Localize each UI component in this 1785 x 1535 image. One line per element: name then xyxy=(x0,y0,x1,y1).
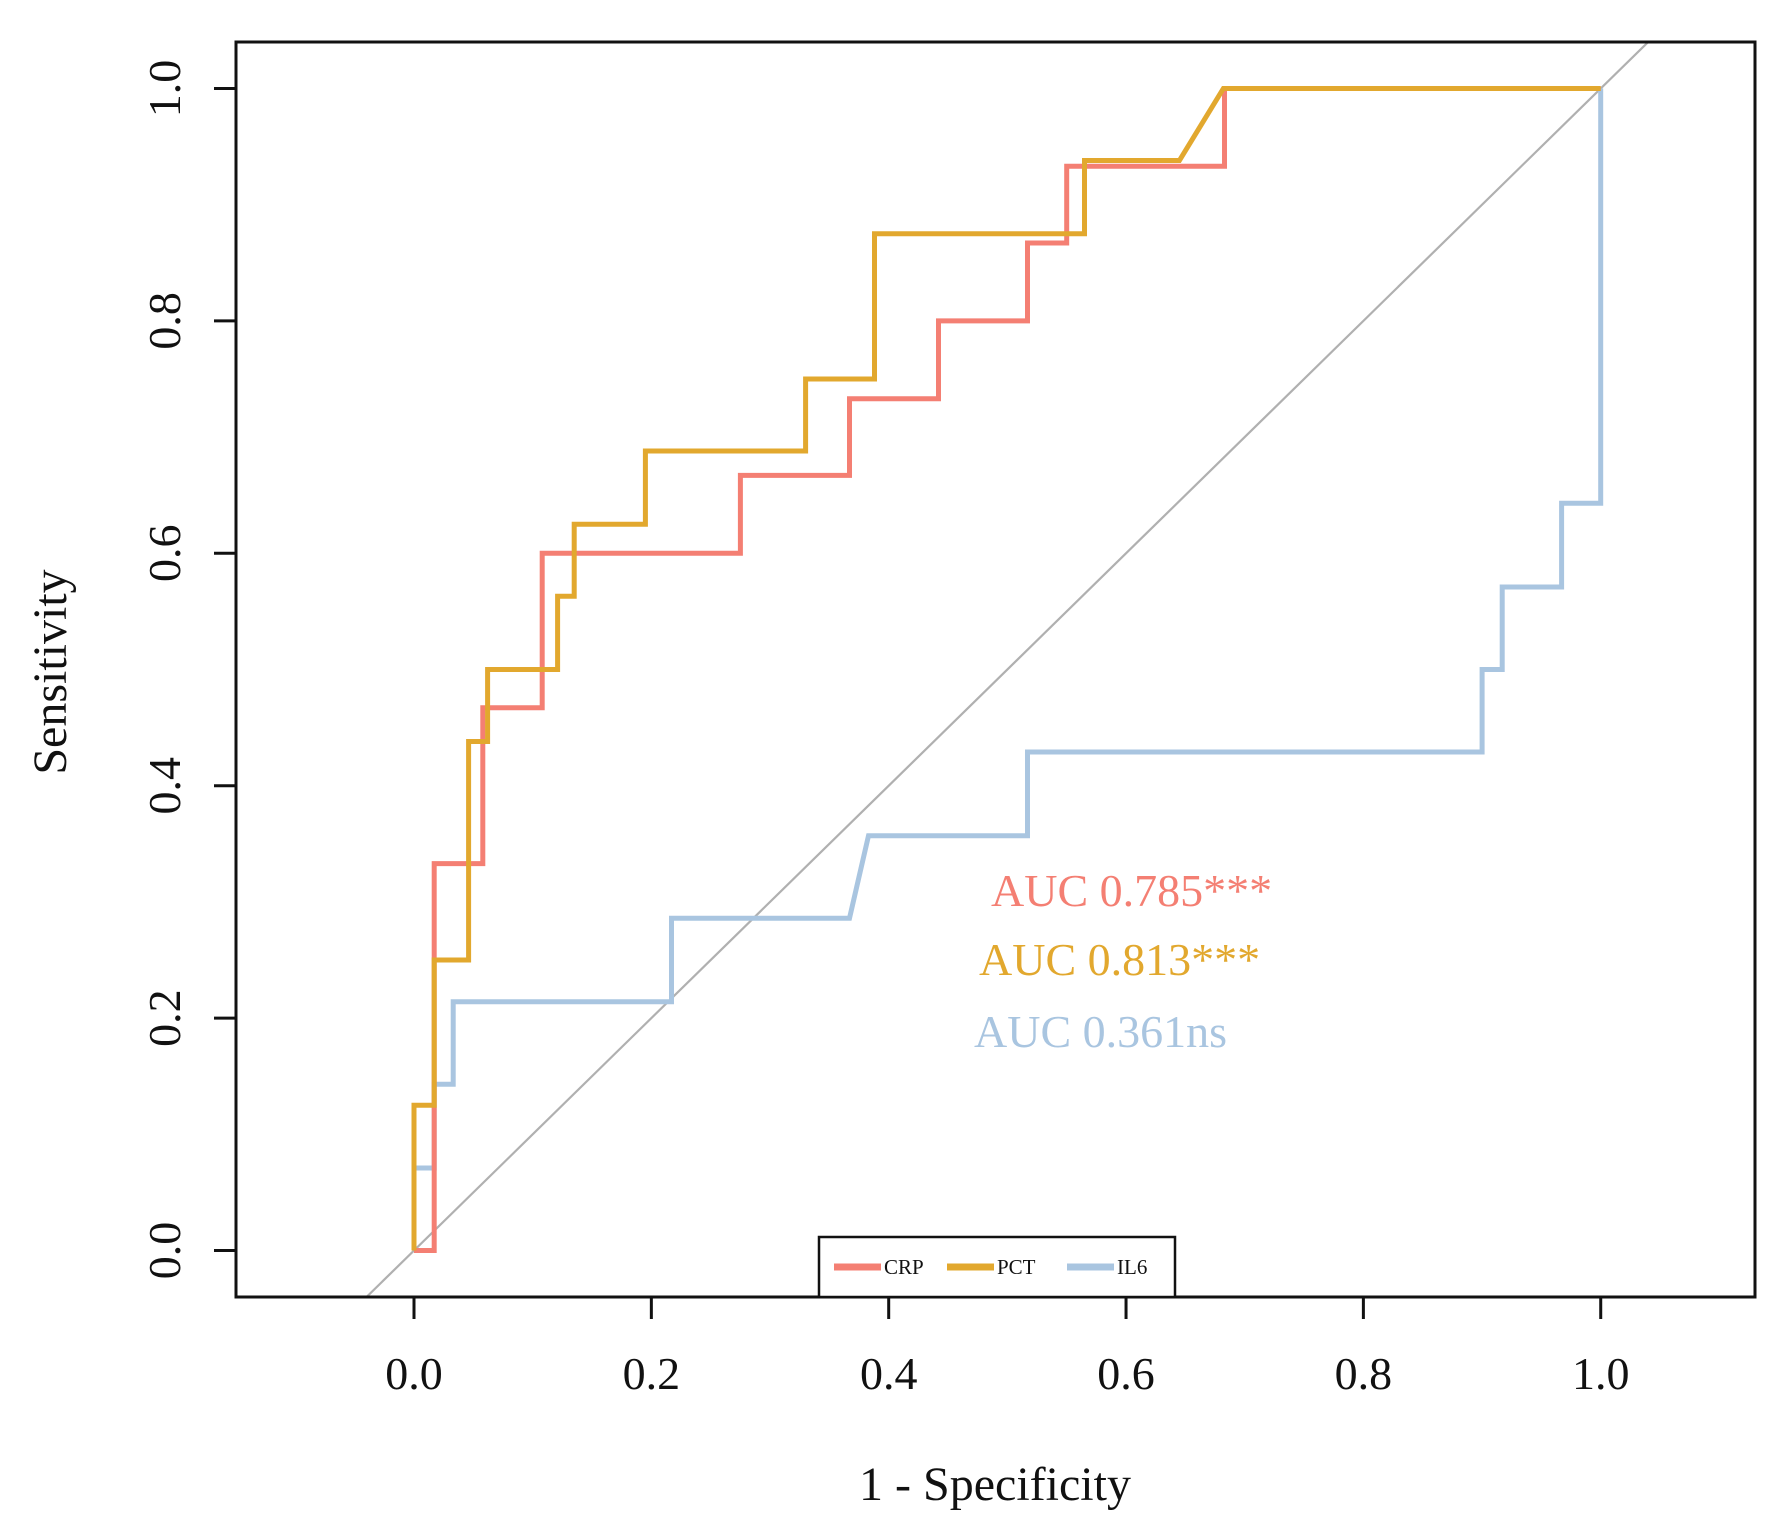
x-tick-label: 1.0 xyxy=(1572,1348,1630,1399)
legend-label-il6: IL6 xyxy=(1117,1255,1147,1279)
x-tick-label: 0.0 xyxy=(385,1348,443,1399)
legend-label-pct: PCT xyxy=(997,1255,1036,1279)
y-tick-label: 0.6 xyxy=(139,525,190,583)
legend: CRP PCT IL6 xyxy=(817,1235,1177,1299)
y-tick-label: 0.8 xyxy=(139,292,190,350)
reference-diagonal xyxy=(364,42,1650,1297)
auc-label-pct: AUC 0.813*** xyxy=(979,934,1260,985)
plot-frame xyxy=(234,40,1757,1299)
roc-line-crp xyxy=(414,86,1601,1253)
legend-label-crp: CRP xyxy=(884,1255,924,1279)
y-tick-label: 0.4 xyxy=(139,757,190,815)
y-tick-label: 0.2 xyxy=(139,989,190,1047)
x-tick-label: 0.2 xyxy=(623,1348,681,1399)
auc-label-il6: AUC 0.361ns xyxy=(974,1006,1227,1057)
y-tick-label: 0.0 xyxy=(139,1222,190,1280)
x-tick-label: 0.6 xyxy=(1097,1348,1155,1399)
roc-line-pct xyxy=(411,86,1601,1251)
y-tick-label: 1.0 xyxy=(139,60,190,118)
auc-label-crp: AUC 0.785*** xyxy=(991,865,1272,916)
x-axis-label: 1 - Specificity xyxy=(859,1458,1131,1511)
roc-line-il6 xyxy=(414,88,1604,1171)
x-tick-label: 0.8 xyxy=(1335,1348,1393,1399)
x-tick-label: 0.4 xyxy=(860,1348,918,1399)
y-axis-label: Sensitivity xyxy=(24,569,77,774)
